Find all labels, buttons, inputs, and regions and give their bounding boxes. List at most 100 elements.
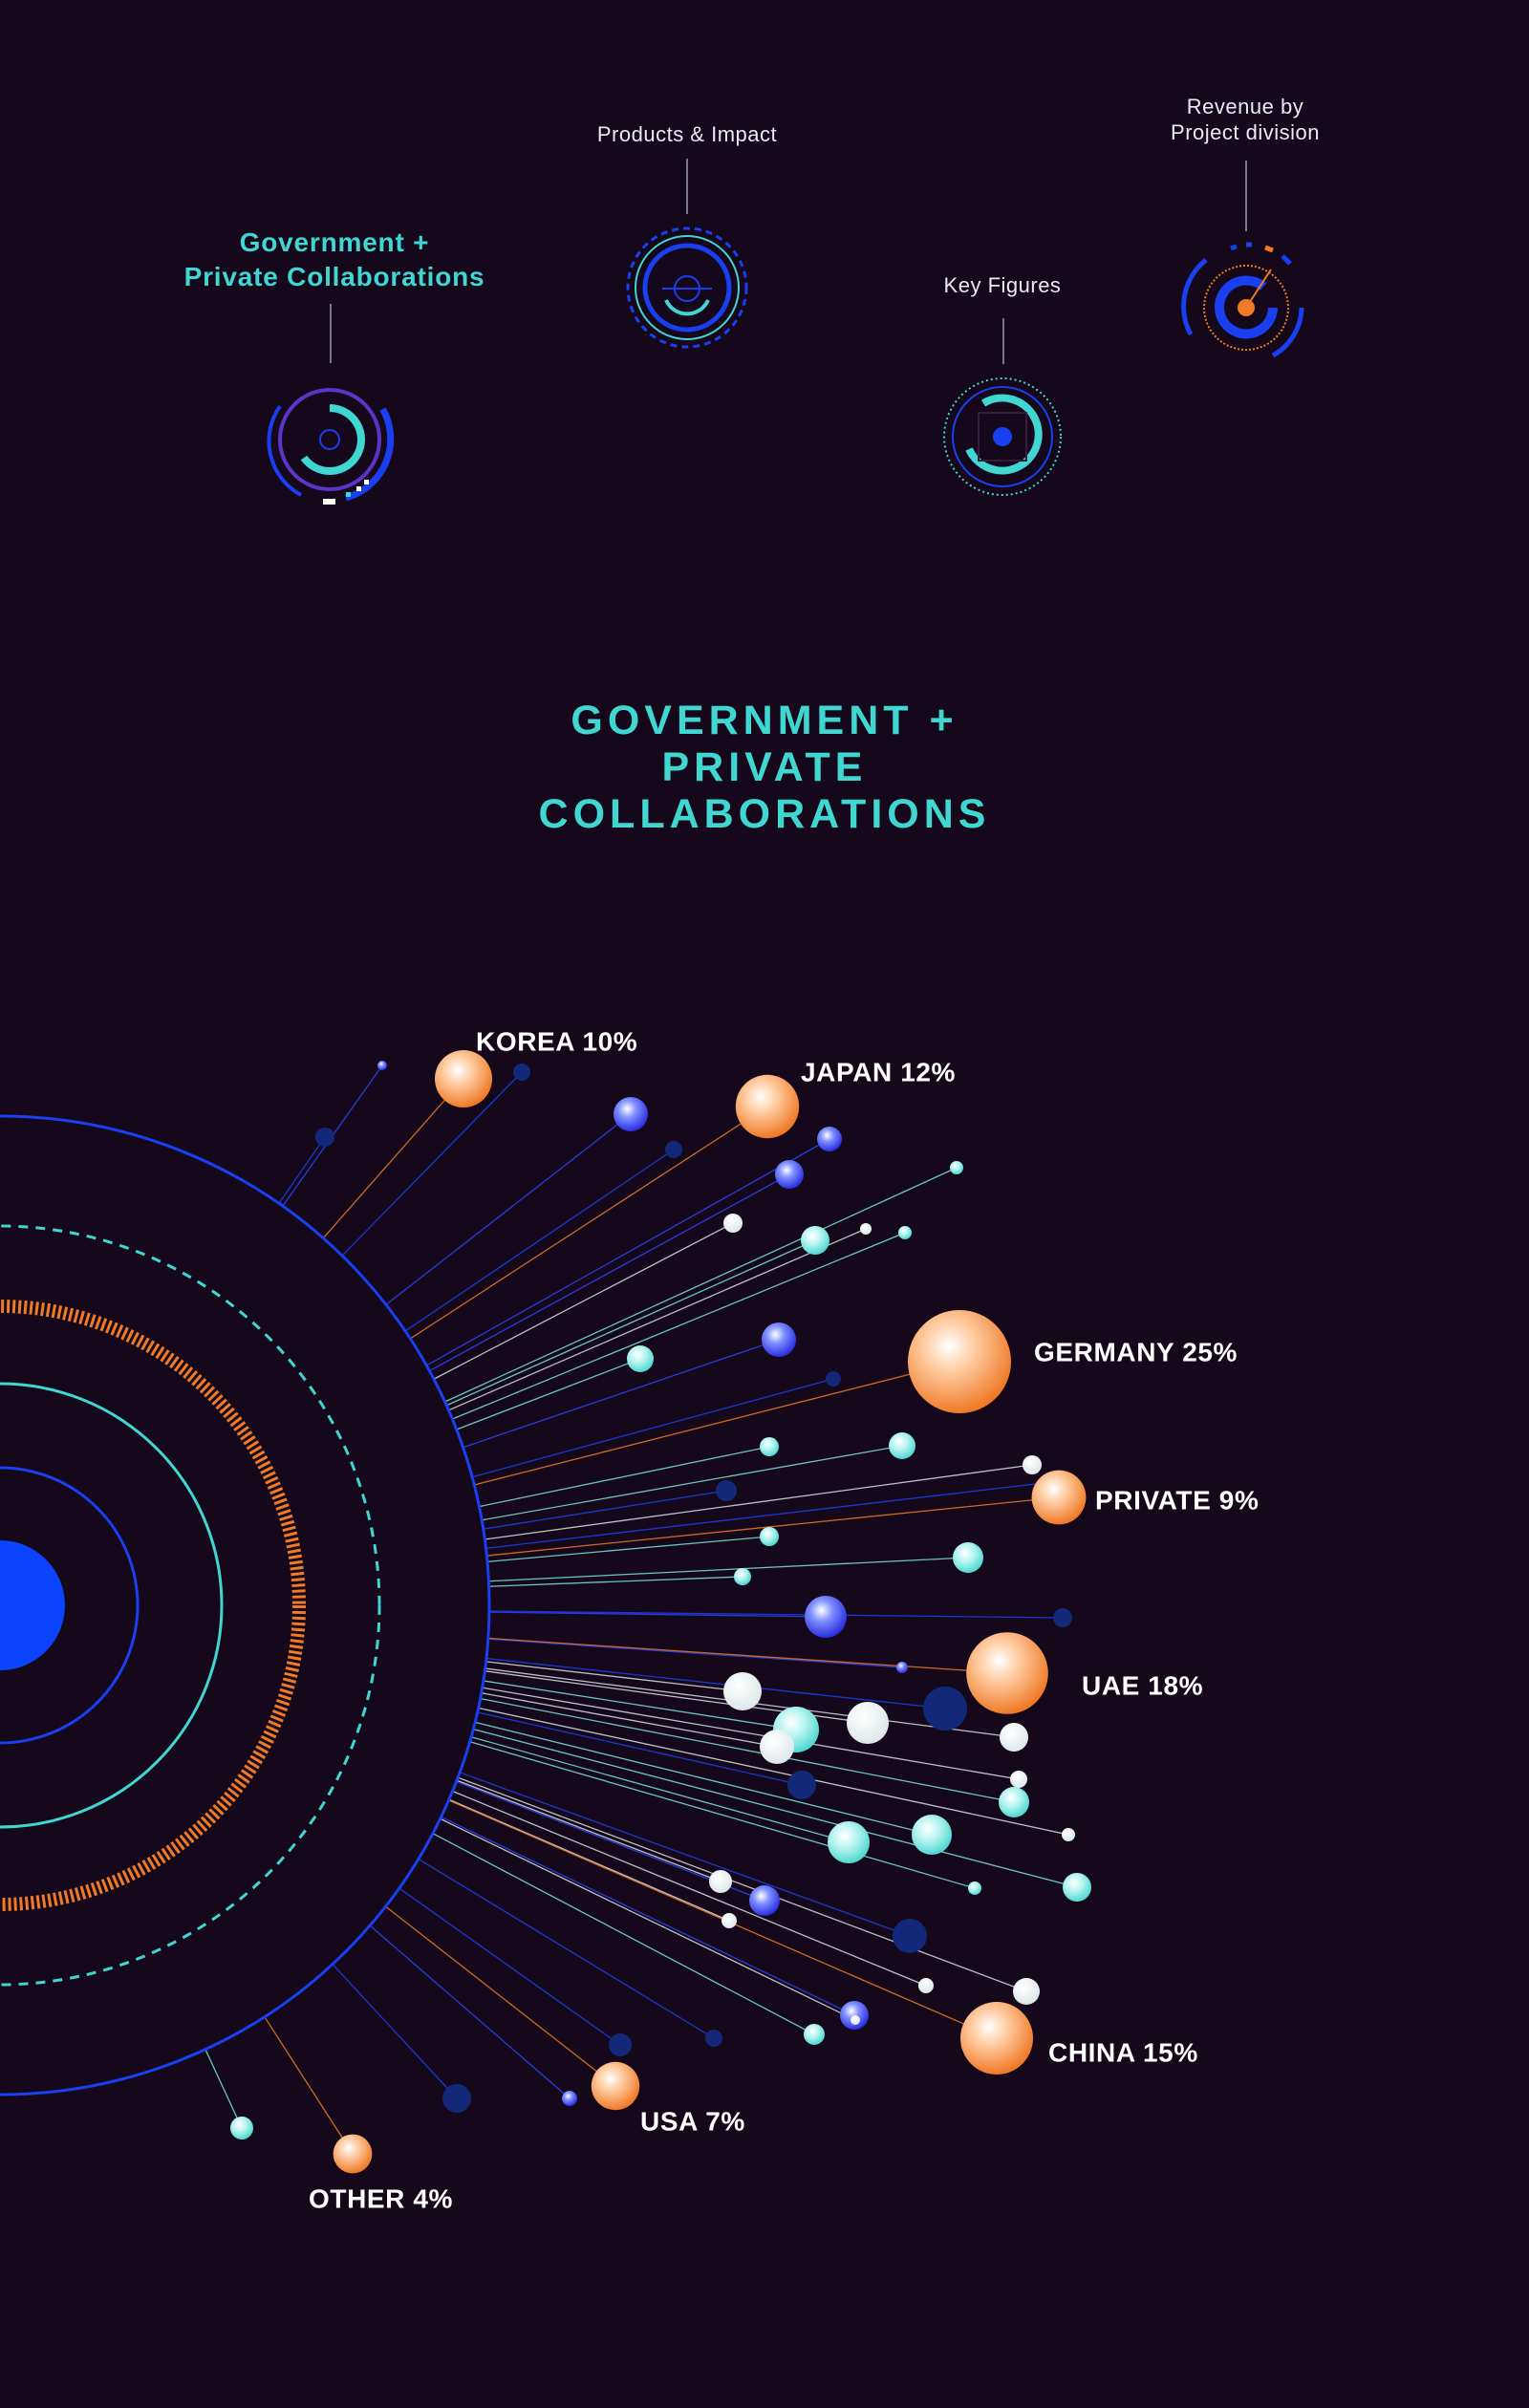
keyfigures-dial-icon[interactable] xyxy=(940,375,1065,499)
white-bubble xyxy=(723,1672,762,1710)
navy-bubble xyxy=(513,1064,530,1081)
connector-line xyxy=(432,1833,815,2035)
connector-line xyxy=(474,1361,960,1486)
label-usa: USA 7% xyxy=(640,2106,745,2136)
connector-line xyxy=(404,1149,675,1332)
government-dial-icon[interactable] xyxy=(258,368,401,511)
nav-connector-line xyxy=(330,304,332,363)
white-bubble xyxy=(1000,1723,1028,1752)
connector-line xyxy=(452,1790,927,1987)
cyan-bubble xyxy=(804,2024,825,2045)
connector-line xyxy=(409,1106,768,1340)
cyan-ring xyxy=(0,1382,224,1829)
bubble-china xyxy=(960,2002,1033,2075)
connector-line xyxy=(322,1078,464,1239)
cyan-bubble xyxy=(760,1527,779,1546)
nav-label-government: Government + Private Collaborations xyxy=(183,227,485,291)
cyan-bubble xyxy=(760,1437,779,1456)
connector-line xyxy=(478,1707,1069,1836)
connector-line xyxy=(264,2016,354,2155)
connector-line xyxy=(444,1167,958,1403)
white-bubble xyxy=(847,1702,889,1744)
white-bubble xyxy=(860,1223,872,1235)
blue-bubble xyxy=(377,1061,387,1070)
white-bubble xyxy=(709,1870,732,1893)
label-germany: GERMANY 25% xyxy=(1034,1337,1238,1366)
connector-line xyxy=(483,1680,797,1731)
connector-line xyxy=(488,1576,743,1587)
navy-bubble xyxy=(787,1771,816,1799)
connector-line xyxy=(341,1071,523,1257)
connector-line xyxy=(448,1228,867,1411)
white-bubble xyxy=(1013,1978,1040,2005)
connector-line xyxy=(205,2049,243,2129)
cyan-bubble xyxy=(950,1161,963,1174)
connector-line xyxy=(486,1536,770,1563)
navy-bubble xyxy=(315,1128,334,1147)
white-bubble xyxy=(1010,1771,1027,1788)
connector-line xyxy=(448,1798,730,1922)
connector-line xyxy=(456,1358,641,1430)
navy-bubble xyxy=(609,2033,632,2056)
white-bubble xyxy=(760,1730,794,1764)
connector-line xyxy=(471,1378,834,1478)
bubble-usa xyxy=(591,2061,640,2111)
inner-ring xyxy=(0,1466,140,1745)
connector-line xyxy=(369,1924,571,2099)
blue-bubble xyxy=(762,1322,796,1357)
connector-line xyxy=(457,1776,1027,1992)
bubbles xyxy=(230,1050,1091,2174)
products-dial-icon[interactable] xyxy=(623,224,751,352)
section-navigation: Government + Private Collaborations Produ… xyxy=(0,0,1529,573)
blue-bubble xyxy=(817,1127,842,1151)
connector-line xyxy=(487,1638,903,1668)
blue-bubble xyxy=(749,1885,780,1916)
navy-bubble xyxy=(705,2030,722,2047)
bubble-other xyxy=(333,2134,373,2174)
revenue-dial-icon[interactable] xyxy=(1177,239,1315,376)
label-japan: JAPAN 12% xyxy=(801,1057,956,1086)
connector-line xyxy=(385,1905,616,2087)
label-uae: UAE 18% xyxy=(1082,1670,1203,1700)
navy-bubble xyxy=(893,1919,927,1953)
blue-bubble xyxy=(896,1662,908,1673)
connector-line xyxy=(463,1339,780,1449)
connector-line xyxy=(477,1711,803,1786)
connector-line xyxy=(456,1779,721,1882)
connector-line xyxy=(469,1741,976,1889)
connector-line xyxy=(481,1692,778,1748)
connector-line xyxy=(433,1222,734,1380)
connector-line xyxy=(446,1239,816,1407)
connector-line xyxy=(479,1446,770,1508)
connector-lines xyxy=(205,1064,1078,2155)
cyan-bubble xyxy=(230,2117,253,2139)
connector-line xyxy=(470,1736,850,1843)
section-title: GOVERNMENT + PRIVATE COLLABORATIONS xyxy=(538,698,991,837)
navy-bubble xyxy=(923,1687,967,1731)
cyan-bubble xyxy=(912,1815,952,1855)
cyan-bubble xyxy=(734,1568,751,1585)
connector-line xyxy=(485,1464,1033,1540)
label-private: PRIVATE 9% xyxy=(1095,1485,1259,1515)
connector-line xyxy=(473,1729,1078,1888)
bubble-germany xyxy=(908,1310,1011,1413)
nav-label-revenue: Revenue by Project division xyxy=(1171,95,1320,144)
connector-line xyxy=(418,1858,715,2039)
navy-bubble xyxy=(665,1141,682,1158)
core-circle xyxy=(0,1540,65,1670)
connector-line xyxy=(480,1697,1015,1803)
connector-line xyxy=(385,1113,632,1305)
nav-connector-line xyxy=(1245,161,1247,231)
navy-bubble xyxy=(716,1480,737,1501)
navy-bubble xyxy=(826,1371,841,1387)
collaborations-burst-chart: KOREA 10% JAPAN 12% GERMANY 25% PRIVATE 9% U… xyxy=(0,1026,1259,2213)
connector-line xyxy=(482,1687,1020,1780)
connector-line xyxy=(441,1816,855,2016)
blue-bubble xyxy=(805,1596,847,1638)
cyan-bubble xyxy=(828,1821,870,1863)
connector-line xyxy=(475,1721,933,1836)
white-bubble xyxy=(918,1978,934,1993)
nav-label-keyfigures: Key Figures xyxy=(943,273,1062,297)
white-bubble xyxy=(1023,1455,1042,1474)
connector-line xyxy=(332,1964,458,2099)
